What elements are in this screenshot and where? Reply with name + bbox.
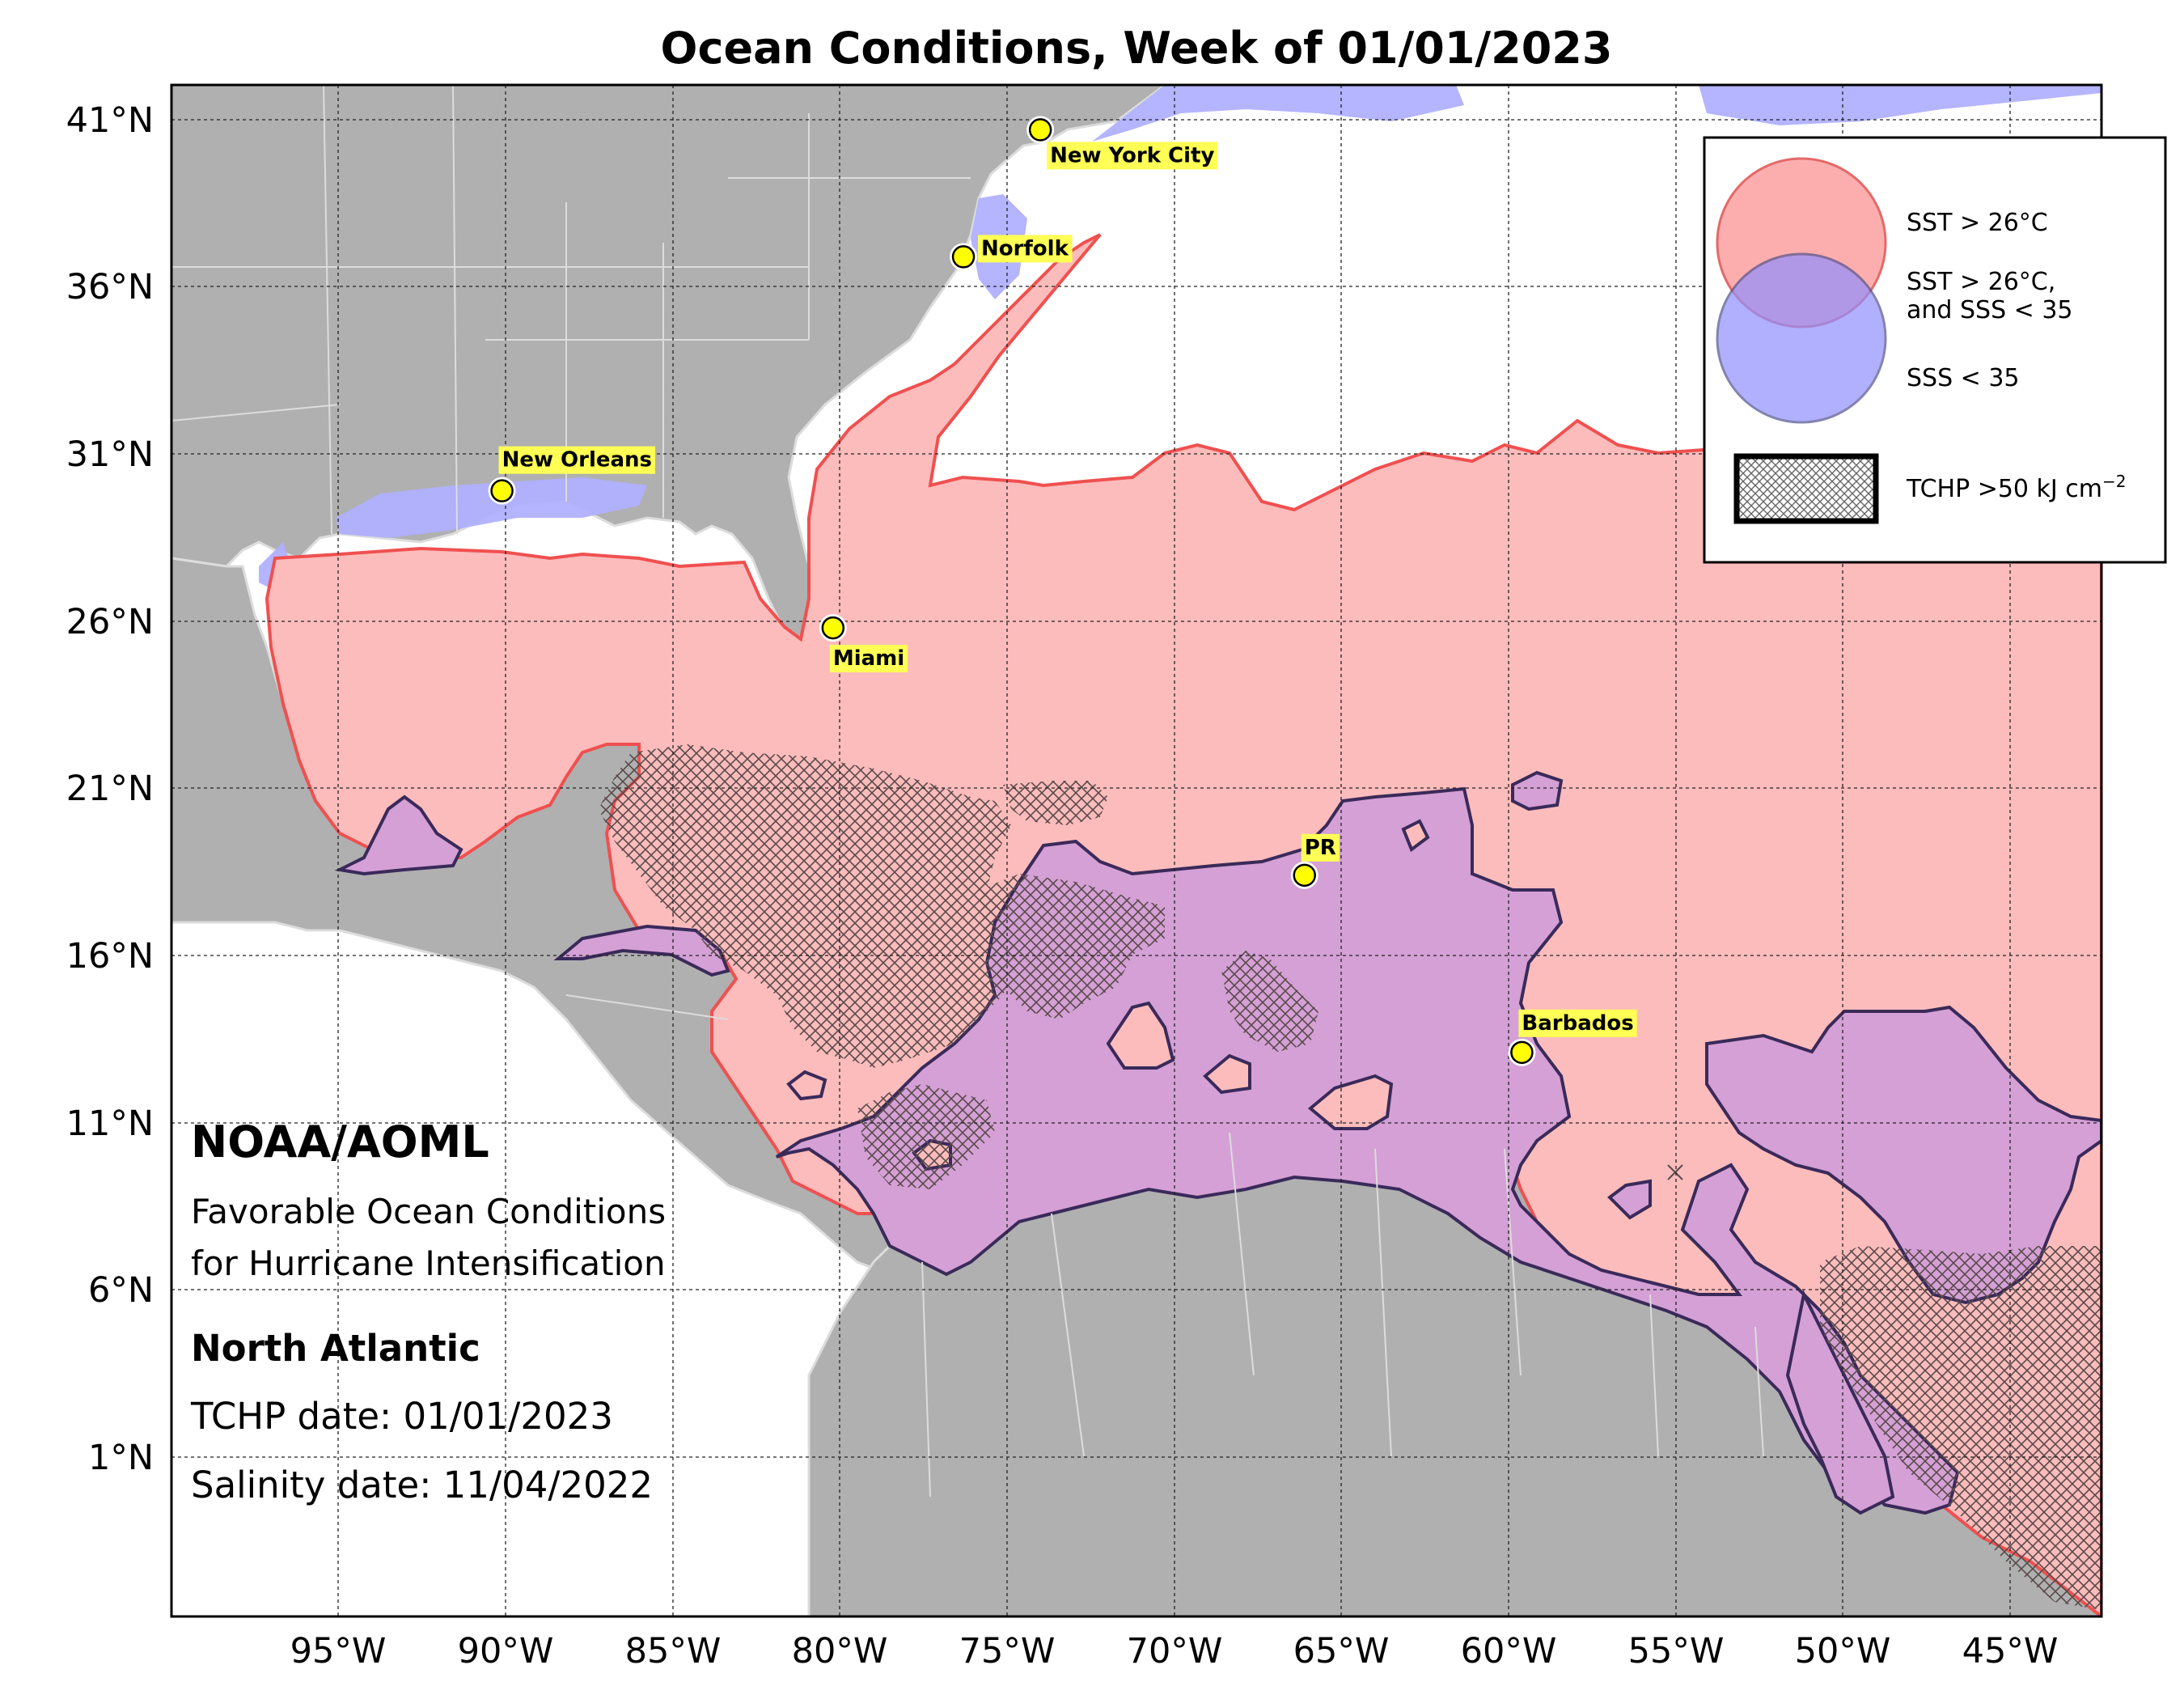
tchp-region-central-caribbean bbox=[979, 874, 1165, 1019]
city-label-background bbox=[978, 235, 1073, 263]
legend-sst-label: SST > 26°C bbox=[1907, 209, 2048, 237]
sst-hole-2 bbox=[1203, 1053, 1251, 1095]
city-marker: PR bbox=[1290, 833, 1340, 889]
city-label-background bbox=[829, 645, 908, 673]
overlap-region-atlantic-east bbox=[1705, 1005, 2101, 1305]
org-name: NOAA/AOML bbox=[191, 1116, 489, 1167]
lon-tick-label: 50°W bbox=[1795, 1631, 1891, 1671]
subtitle-line1: Favorable Ocean Conditions bbox=[191, 1192, 666, 1231]
legend-tchp-label-text: TCHP >50 kJ cm bbox=[1906, 475, 2102, 503]
longitude-axis: 95°W 90°W 85°W 80°W 75°W 70°W 65°W 60°W … bbox=[290, 1631, 2059, 1671]
overlap-small-1 bbox=[1606, 1179, 1652, 1220]
legend: SST > 26°C SST > 26°C, and SSS < 35 SSS … bbox=[1703, 136, 2167, 564]
sst-hole-3 bbox=[1307, 1074, 1394, 1130]
sst-hole-4 bbox=[1401, 819, 1430, 853]
city-label: PR bbox=[1305, 836, 1336, 860]
city-marker: New York City bbox=[1026, 116, 1218, 170]
city-dot bbox=[490, 479, 514, 502]
overlap-region-north-small bbox=[1511, 770, 1564, 811]
city-label: New Orleans bbox=[502, 448, 652, 472]
info-block: NOAA/AOML Favorable Ocean Conditions for… bbox=[190, 1116, 666, 1506]
legend-sss-label: SSS < 35 bbox=[1907, 364, 2020, 392]
tchp-marker-small bbox=[1667, 1164, 1683, 1180]
lat-tick-label: 36°N bbox=[66, 267, 154, 307]
map-title: Ocean Conditions, Week of 01/01/2023 bbox=[661, 23, 1613, 74]
city-dot bbox=[951, 245, 976, 269]
lon-tick-label: 65°W bbox=[1293, 1631, 1390, 1671]
lat-tick-label: 21°N bbox=[66, 769, 154, 809]
lat-tick-label: 26°N bbox=[66, 602, 154, 642]
city-marker: New Orleans bbox=[488, 446, 656, 505]
lat-tick-label: 16°N bbox=[66, 936, 154, 977]
lat-tick-label: 1°N bbox=[88, 1438, 154, 1478]
legend-both-label-line1: SST > 26°C, bbox=[1907, 268, 2055, 296]
tchp-region-southwest bbox=[857, 1084, 995, 1189]
tchp-region-cuba-east bbox=[1003, 781, 1108, 825]
lon-tick-label: 70°W bbox=[1127, 1631, 1223, 1671]
sst-hole-1 bbox=[1106, 1001, 1175, 1070]
city-label: Norfolk bbox=[981, 236, 1069, 261]
city-label: Barbados bbox=[1522, 1011, 1633, 1036]
lat-tick-label: 11°N bbox=[66, 1104, 154, 1144]
legend-tchp-swatch bbox=[1733, 453, 1879, 524]
lat-tick-label: 41°N bbox=[66, 100, 154, 141]
gridlines bbox=[171, 85, 2101, 1616]
lon-tick-label: 55°W bbox=[1628, 1631, 1725, 1671]
latitude-axis: 41°N 36°N 31°N 26°N 21°N 16°N 11°N 6°N 1… bbox=[66, 100, 154, 1478]
lon-tick-label: 45°W bbox=[1962, 1631, 2059, 1671]
legend-both-label-line2: and SSS < 35 bbox=[1907, 296, 2073, 324]
city-dot bbox=[821, 616, 845, 640]
lat-tick-label: 6°N bbox=[88, 1270, 154, 1311]
lon-tick-label: 90°W bbox=[458, 1631, 554, 1671]
tchp-region-guiana bbox=[1820, 1246, 2101, 1610]
sss-region-atlantic-north bbox=[1699, 85, 2101, 125]
overlap-region-honduras bbox=[553, 924, 730, 977]
salinity-date: Salinity date: 11/04/2022 bbox=[191, 1464, 653, 1506]
tchp-date: TCHP date: 01/01/2023 bbox=[190, 1395, 613, 1438]
lon-tick-label: 95°W bbox=[290, 1631, 387, 1671]
city-label: New York City bbox=[1050, 143, 1214, 167]
city-label-background bbox=[1301, 833, 1340, 862]
lat-tick-label: 31°N bbox=[66, 434, 154, 475]
overlap-region-gulf-southwest bbox=[334, 794, 463, 876]
city-marker: Barbados bbox=[1508, 1009, 1637, 1066]
subtitle-line2: for Hurricane Intensification bbox=[191, 1244, 666, 1283]
legend-tchp-label: TCHP >50 kJ cm−2 bbox=[1906, 472, 2127, 503]
city-label-background bbox=[498, 446, 656, 474]
sst-hole-6 bbox=[786, 1070, 827, 1101]
city-dot bbox=[1293, 863, 1316, 888]
city-dot bbox=[1510, 1040, 1534, 1065]
condition-overlays bbox=[171, 85, 2101, 1616]
lon-tick-label: 75°W bbox=[959, 1631, 1056, 1671]
legend-sss-swatch bbox=[1716, 252, 1887, 424]
city-label-background bbox=[1047, 142, 1218, 170]
tchp-region-east-caribbean bbox=[1221, 951, 1318, 1052]
city-dot bbox=[1028, 118, 1052, 142]
city-label-background bbox=[1518, 1009, 1637, 1037]
tchp-region-caribbean-west bbox=[599, 744, 1019, 1068]
legend-tchp-label-superscript: −2 bbox=[2102, 472, 2126, 491]
city-label: Miami bbox=[833, 646, 904, 671]
city-markers: New York City Norfolk New Orleans Miami PR Ba… bbox=[488, 116, 1637, 1066]
lon-tick-label: 80°W bbox=[792, 1631, 888, 1671]
lon-tick-label: 85°W bbox=[625, 1631, 722, 1671]
city-marker: Miami bbox=[819, 614, 908, 673]
city-marker: Norfolk bbox=[950, 235, 1073, 271]
region-name: North Atlantic bbox=[191, 1327, 480, 1370]
sss-region-northeast bbox=[1092, 85, 1464, 142]
lon-tick-label: 60°W bbox=[1461, 1631, 1557, 1671]
sss-region-gulf-north bbox=[336, 477, 647, 538]
plot-frame bbox=[170, 83, 2103, 1618]
